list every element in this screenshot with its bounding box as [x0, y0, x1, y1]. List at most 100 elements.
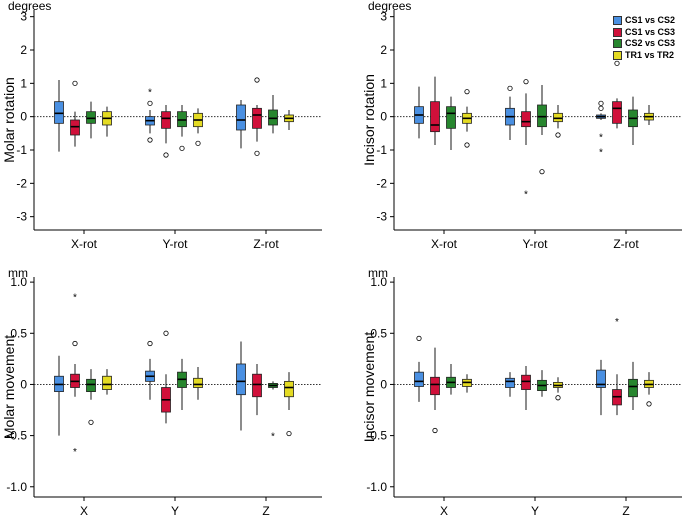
outlier-circle — [147, 100, 153, 106]
legend-swatch — [613, 39, 622, 49]
legend-label: CS2 vs CS3 — [625, 38, 676, 48]
y-tick-label: 2 — [20, 43, 27, 57]
box — [430, 376, 440, 396]
y-tick-label: 0 — [20, 110, 27, 124]
box — [193, 377, 203, 388]
legend-swatch — [613, 50, 622, 60]
outlier-star: * — [73, 447, 77, 458]
legend-item: TR1 vs TR2 — [613, 50, 675, 62]
y-tick-label: -2 — [16, 176, 27, 190]
box — [521, 374, 531, 390]
box — [446, 106, 456, 129]
x-tick-label: X-rot — [71, 237, 98, 251]
x-tick-label: Z-rot — [613, 237, 639, 251]
legend-swatch — [613, 27, 622, 37]
outlier-circle — [286, 430, 292, 437]
unit-label: mm — [368, 266, 388, 280]
outlier-star: * — [615, 317, 619, 328]
outlier-star: * — [524, 189, 528, 200]
outlier-circle — [254, 150, 260, 156]
outlier-circle — [464, 142, 470, 148]
x-tick-label: Y — [531, 504, 539, 515]
y-tick-label: 1 — [380, 76, 387, 90]
outlier-circle — [464, 89, 470, 95]
outlier-circle — [598, 100, 604, 106]
outlier-circle — [163, 152, 169, 158]
y-tick-label: -1.0 — [366, 480, 387, 494]
y-tick-label: -0.5 — [366, 429, 387, 443]
legend-label: CS1 vs CS2 — [625, 15, 676, 25]
legend: CS1 vs CS2 CS1 vs CS3 CS2 vs CS3 TR1 vs … — [613, 15, 675, 61]
box — [596, 369, 606, 388]
y-tick-label: 0.5 — [10, 326, 27, 340]
outlier-circle — [507, 85, 513, 91]
outlier-circle — [163, 330, 169, 336]
y-tick-label: 0 — [380, 377, 387, 391]
box — [86, 111, 96, 124]
box — [268, 109, 278, 126]
outlier-circle — [147, 340, 153, 347]
y-tick-label: 0.5 — [370, 326, 387, 340]
box — [284, 380, 294, 398]
box — [236, 104, 246, 131]
x-tick-label: Y-rot — [163, 237, 189, 251]
outlier-circle — [539, 169, 545, 175]
box — [414, 371, 424, 387]
box — [521, 111, 531, 128]
box — [252, 373, 262, 398]
outlier-circle — [254, 77, 260, 83]
box — [553, 112, 563, 123]
legend-label: CS1 vs CS3 — [625, 26, 676, 37]
box — [102, 375, 112, 390]
y-tick-label: 3 — [380, 10, 387, 24]
y-tick-label: 3 — [20, 10, 27, 24]
box — [177, 111, 187, 128]
y-axis-title: Molar movement — [1, 335, 17, 439]
outlier-circle — [72, 340, 78, 347]
outlier-star: * — [599, 148, 603, 159]
box — [236, 363, 246, 396]
outlier-circle — [72, 80, 78, 86]
y-tick-label: 0 — [380, 110, 387, 124]
outlier-circle — [555, 395, 561, 401]
outlier-star: * — [271, 432, 275, 443]
legend-item: CS1 vs CS2 — [613, 15, 675, 27]
legend-label: TR1 vs TR2 — [625, 49, 675, 60]
x-tick-label: Z-rot — [253, 237, 279, 251]
box — [430, 101, 440, 133]
box — [612, 101, 622, 124]
x-tick-label: Z — [262, 504, 269, 515]
outlier-circle — [179, 145, 185, 151]
outlier-circle — [416, 335, 422, 341]
outlier-circle — [598, 105, 604, 111]
y-tick-label: -2 — [376, 176, 387, 190]
y-tick-label: -1 — [376, 143, 387, 157]
y-tick-label: 1.0 — [370, 275, 387, 289]
outlier-circle — [195, 140, 201, 146]
y-tick-label: -3 — [16, 210, 27, 224]
outlier-star: * — [599, 133, 603, 144]
y-axis-title: Incisor movement — [361, 332, 377, 443]
outlier-star: * — [148, 88, 152, 99]
unit-label: degrees — [368, 0, 411, 13]
box — [628, 378, 638, 398]
box — [161, 111, 171, 129]
y-axis-title: Incisor rotation — [361, 74, 377, 166]
y-tick-label: -0.5 — [6, 429, 27, 443]
legend-item: CS2 vs CS3 — [613, 38, 675, 50]
y-tick-label: -3 — [376, 210, 387, 224]
box — [505, 377, 515, 388]
box — [86, 378, 96, 393]
y-tick-label: -1 — [16, 143, 27, 157]
y-axis-title: Molar rotation — [1, 77, 17, 163]
x-tick-label: Y-rot — [523, 237, 549, 251]
box — [54, 101, 64, 124]
outlier-circle — [646, 401, 652, 407]
outlier-circle — [432, 427, 438, 434]
y-tick-label: 2 — [380, 43, 387, 57]
box — [70, 119, 80, 136]
unit-label: mm — [8, 266, 28, 280]
x-tick-label: X — [440, 504, 448, 515]
